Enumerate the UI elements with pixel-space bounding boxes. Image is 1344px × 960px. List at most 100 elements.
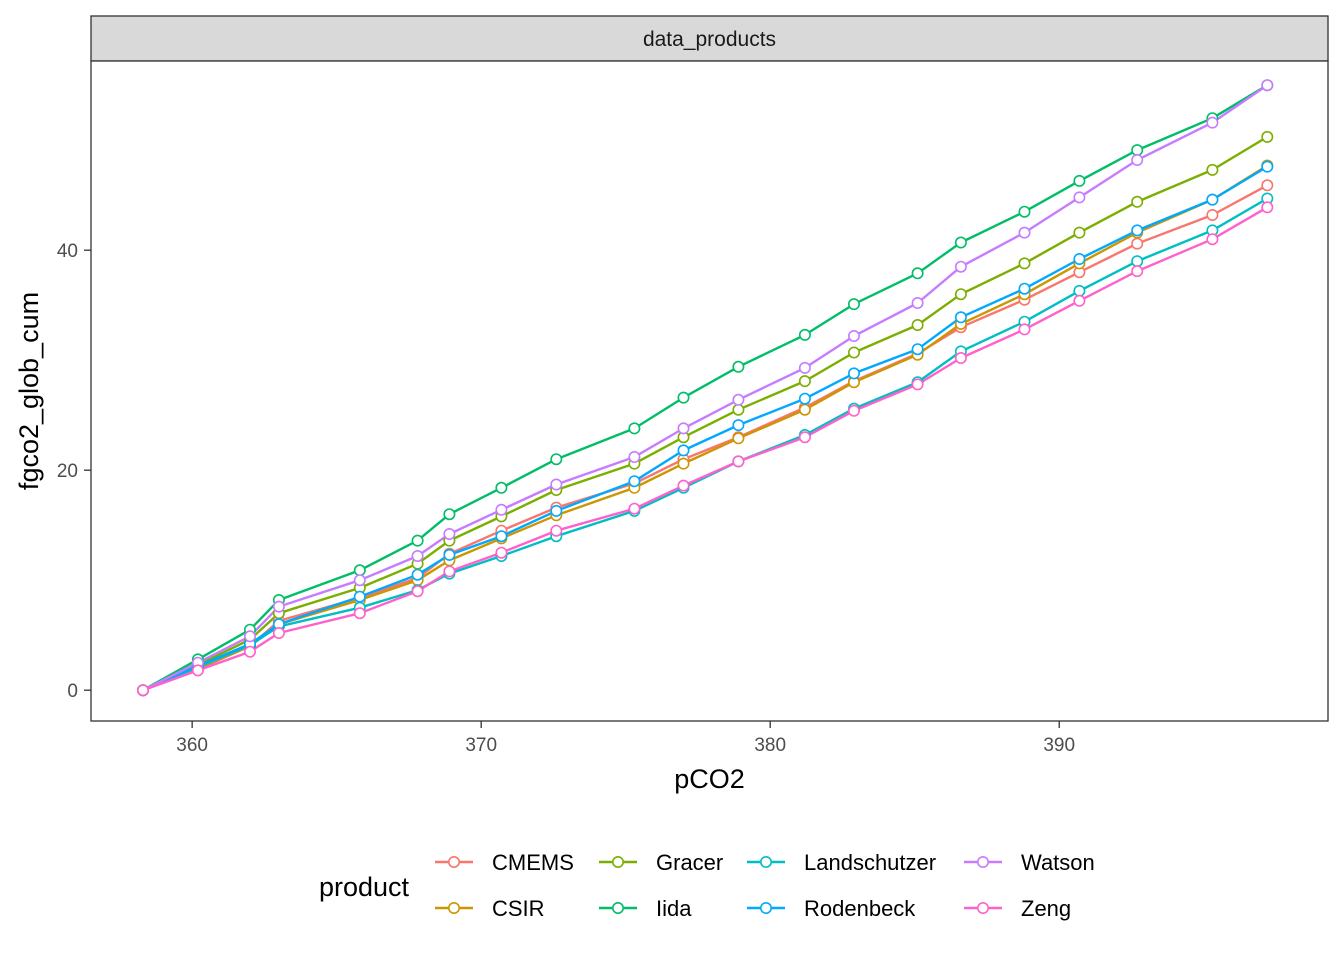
data-point-watson: [1073, 191, 1086, 204]
data-point-watson: [353, 574, 366, 587]
data-point-cmems: [1261, 179, 1274, 192]
data-point-iida: [1073, 174, 1086, 187]
data-point-watson: [443, 527, 456, 540]
legend-key-point: [611, 901, 624, 914]
legend-label: CMEMS: [492, 850, 574, 875]
data-point-zeng: [443, 565, 456, 578]
legend-title: product: [319, 872, 410, 902]
data-point-watson: [677, 422, 690, 435]
data-point-landschutzer: [1131, 255, 1144, 268]
data-point-watson: [411, 549, 424, 562]
data-point-iida: [732, 360, 745, 373]
data-point-watson: [847, 329, 860, 342]
data-point-zeng: [411, 585, 424, 598]
data-point-gracer: [911, 318, 924, 331]
legend: product CMEMS CSIR Gracer Iida Landschutzer R…: [319, 850, 1095, 921]
x-axis-title: pCO2: [674, 764, 745, 794]
data-point-iida: [798, 328, 811, 341]
data-point-gracer: [732, 403, 745, 416]
data-point-watson: [911, 296, 924, 309]
data-point-iida: [411, 534, 424, 547]
legend-key-point: [447, 901, 460, 914]
data-point-rodenbeck: [1206, 193, 1219, 206]
data-point-zeng: [1073, 294, 1086, 307]
data-point-zeng: [911, 378, 924, 391]
data-point-iida: [847, 298, 860, 311]
legend-key-point: [976, 855, 989, 868]
data-point-iida: [495, 481, 508, 494]
data-point-zeng: [1206, 233, 1219, 246]
data-point-zeng: [628, 502, 641, 515]
data-point-rodenbeck: [550, 504, 563, 517]
data-point-zeng: [732, 455, 745, 468]
x-tick-label: 380: [754, 735, 786, 756]
data-point-gracer: [1206, 163, 1219, 176]
facet-strip: [90, 15, 1329, 62]
legend-key-point: [976, 901, 989, 914]
data-point-rodenbeck: [1073, 253, 1086, 266]
data-point-zeng: [798, 431, 811, 444]
data-point-iida: [628, 422, 641, 435]
data-point-watson: [1131, 154, 1144, 167]
legend-item-zeng: Zeng: [964, 896, 1071, 921]
legend-key-point: [759, 901, 772, 914]
data-point-zeng: [550, 524, 563, 537]
data-point-csir: [732, 432, 745, 445]
legend-item-csir: CSIR: [435, 896, 545, 921]
data-point-zeng: [244, 645, 257, 658]
data-point-cmems: [1206, 209, 1219, 222]
data-point-landschutzer: [1073, 284, 1086, 297]
data-point-gracer: [1261, 130, 1274, 143]
y-tick-label: 40: [57, 241, 78, 262]
data-point-rodenbeck: [677, 444, 690, 457]
data-point-gracer: [847, 346, 860, 359]
data-point-zeng: [495, 546, 508, 559]
data-point-zeng: [1261, 201, 1274, 214]
data-point-gracer: [1073, 226, 1086, 239]
data-point-zeng: [1131, 265, 1144, 278]
data-point-zeng: [677, 479, 690, 492]
legend-key-point: [447, 855, 460, 868]
data-point-rodenbeck: [1018, 282, 1031, 295]
legend-item-rodenbeck: Rodenbeck: [747, 896, 916, 921]
data-point-rodenbeck: [847, 367, 860, 380]
data-point-rodenbeck: [495, 530, 508, 543]
legend-label: Zeng: [1021, 896, 1071, 921]
data-point-rodenbeck: [1131, 224, 1144, 237]
data-point-csir: [798, 403, 811, 416]
data-point-zeng: [272, 626, 285, 639]
y-tick-label: 0: [67, 681, 78, 702]
data-point-zeng: [137, 684, 150, 697]
data-point-watson: [244, 630, 257, 643]
data-point-iida: [677, 391, 690, 404]
data-point-watson: [550, 478, 563, 491]
data-point-watson: [628, 450, 641, 463]
data-point-rodenbeck: [911, 343, 924, 356]
data-point-rodenbeck: [1261, 160, 1274, 173]
data-point-cmems: [1131, 237, 1144, 250]
data-point-zeng: [353, 607, 366, 620]
x-tick-label: 360: [176, 735, 208, 756]
data-point-watson: [495, 503, 508, 516]
data-point-gracer: [1131, 195, 1144, 208]
data-point-zeng: [847, 404, 860, 417]
data-point-iida: [443, 508, 456, 521]
data-point-iida: [353, 564, 366, 577]
data-point-rodenbeck: [411, 568, 424, 581]
data-point-iida: [911, 267, 924, 280]
data-point-watson: [954, 260, 967, 273]
data-point-rodenbeck: [628, 475, 641, 488]
legend-item-gracer: Gracer: [599, 850, 723, 875]
legend-label: Landschutzer: [804, 850, 936, 875]
legend-item-iida: Iida: [599, 896, 692, 921]
data-point-gracer: [1018, 257, 1031, 270]
facet-label: data_products: [643, 28, 776, 51]
data-point-rodenbeck: [443, 548, 456, 561]
data-point-zeng: [954, 351, 967, 364]
data-point-watson: [732, 393, 745, 406]
series-layer: [137, 79, 1274, 697]
data-point-watson: [272, 600, 285, 613]
data-point-zeng: [191, 664, 204, 677]
x-tick-label: 390: [1043, 735, 1075, 756]
data-point-iida: [550, 453, 563, 466]
